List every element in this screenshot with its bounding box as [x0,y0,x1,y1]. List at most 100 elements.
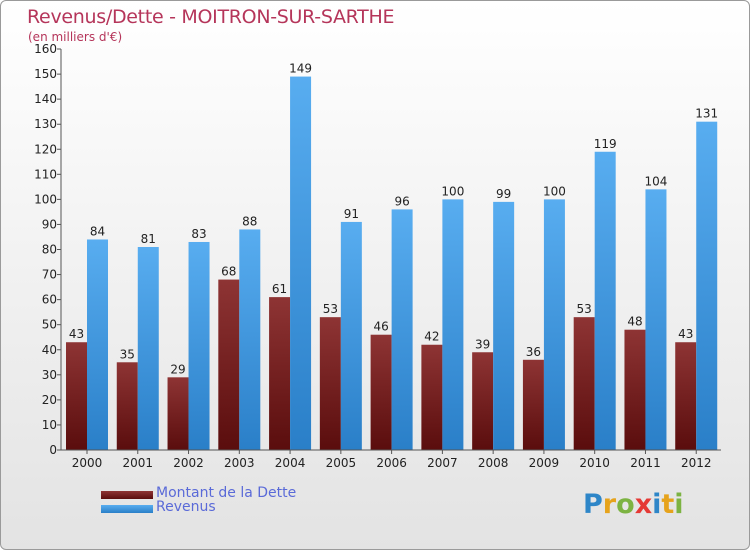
data-label-dette: 46 [373,320,388,334]
x-tick-label: 2003 [224,456,255,470]
chart-subtitle: (en milliers d'€) [28,30,123,44]
logo-letter: i [674,489,684,520]
y-tick-label: 40 [42,343,57,357]
x-tick-label: 2009 [529,456,560,470]
logo-letter: P [583,489,603,520]
data-label-revenus: 100 [441,184,464,198]
data-label-dette: 29 [170,362,185,376]
bar-dette [675,342,697,450]
bar-revenus [493,201,515,450]
data-label-dette: 42 [424,330,439,344]
x-tick-label: 2000 [72,456,103,470]
data-label-revenus: 100 [543,184,566,198]
y-tick-label: 80 [42,243,57,257]
bar-dette [66,342,87,450]
data-label-dette: 68 [221,265,236,279]
data-label-dette: 48 [627,315,642,329]
y-tick-label: 90 [42,217,57,231]
x-tick-label: 2012 [681,456,712,470]
y-tick-label: 30 [42,368,57,382]
proxiti-logo: Proxiti [583,489,684,520]
chart-title: Revenus/Dette - MOITRON-SUR-SARTHE [27,6,395,28]
data-label-revenus: 88 [242,214,257,228]
bar-revenus [137,246,159,450]
data-label-dette: 53 [323,302,338,316]
bar-dette [167,377,189,450]
bar-revenus [391,209,413,450]
bar-revenus [188,241,210,450]
bar-dette [573,317,595,450]
bars-layer: 43 84 35 81 29 83 68 88 61 149 53 91 46 96 42 100 39 99 36… [66,62,718,451]
bar-revenus [696,121,718,451]
x-tick-label: 2007 [427,456,458,470]
y-tick-label: 20 [42,393,57,407]
bar-revenus [290,76,312,450]
data-label-dette: 61 [272,282,287,296]
legend-label-dette: Montant de la Dette [156,485,297,501]
x-tick-label: 2008 [478,456,509,470]
logo-letter: t [661,489,675,520]
bar-dette [522,359,544,450]
x-tick-label: 2010 [579,456,610,470]
y-tick-label: 0 [49,443,57,457]
x-tick-label: 2004 [275,456,306,470]
x-tick-label: 2005 [326,456,357,470]
y-tick-label: 130 [34,117,57,131]
y-tick-label: 150 [34,67,57,81]
legend-swatch-revenus [101,505,153,513]
logo-letter: x [634,489,653,520]
logo-letter: r [602,489,617,520]
y-tick-label: 70 [42,268,57,282]
y-tick-label: 50 [42,318,57,332]
bar-dette [218,279,240,450]
data-label-revenus: 91 [344,207,359,221]
data-label-revenus: 131 [695,107,718,121]
data-label-dette: 53 [577,302,592,316]
x-tick-label: 2002 [173,456,204,470]
y-tick-label: 60 [42,293,57,307]
bar-dette [269,297,291,450]
bar-revenus [87,239,108,450]
bar-revenus [543,199,565,450]
legend-label-revenus: Revenus [156,499,216,515]
bar-dette [319,317,341,450]
bar-revenus [594,151,616,450]
bar-revenus [645,189,667,450]
data-label-revenus: 104 [645,174,668,188]
data-label-revenus: 149 [289,62,312,76]
data-label-revenus: 84 [90,224,105,238]
y-tick-label: 110 [34,167,57,181]
data-label-revenus: 99 [496,187,511,201]
y-tick-label: 160 [34,42,57,56]
y-tick-label: 100 [34,192,57,206]
bar-dette [472,352,494,450]
x-axis-ticks: 2000 2001 2002 2003 2004 2005 2006 2007 2008 2009… [72,450,712,470]
data-label-revenus: 83 [191,227,206,241]
x-tick-label: 2001 [122,456,153,470]
x-tick-label: 2006 [376,456,407,470]
data-label-revenus: 81 [141,232,156,246]
bar-dette [116,362,138,450]
y-tick-label: 10 [42,418,57,432]
data-label-revenus: 96 [394,194,409,208]
x-tick-label: 2011 [630,456,661,470]
logo-letter: o [616,489,635,520]
data-label-revenus: 119 [594,137,617,151]
legend-swatch-dette [101,491,153,499]
bar-dette [370,334,392,450]
logo-letter: i [652,489,662,520]
bar-revenus [442,199,464,450]
data-label-dette: 39 [475,337,490,351]
data-label-dette: 36 [526,345,541,359]
bar-dette [421,344,443,450]
bar-revenus [340,221,362,450]
data-label-dette: 43 [678,327,693,341]
y-tick-label: 140 [34,92,57,106]
bar-revenus [239,229,261,450]
bar-dette [624,329,646,450]
data-label-dette: 43 [69,327,84,341]
y-axis-ticks: 0 10 20 30 40 50 60 70 80 90 100 110 120 130 140 150 160 [34,42,61,457]
y-tick-label: 120 [34,142,57,156]
